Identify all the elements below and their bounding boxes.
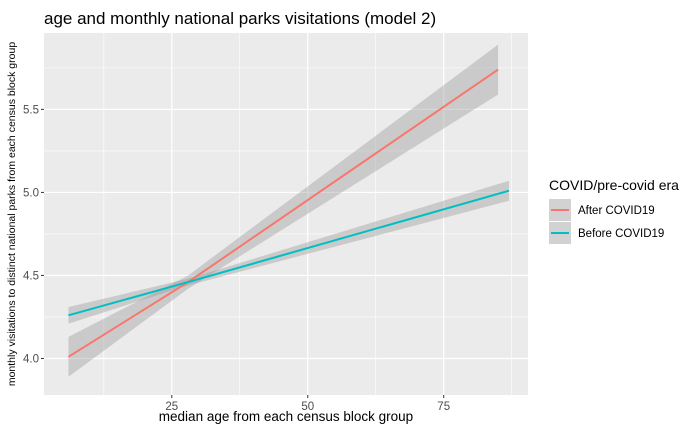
x-axis-title: median age from each census block group [159, 409, 413, 424]
series-line [68, 189, 510, 317]
legend: COVID/pre-covid era After COVID19 Before … [549, 177, 679, 244]
legend-label: Before COVID19 [578, 228, 664, 240]
chart-title: age and monthly national parks visitatio… [44, 9, 436, 28]
x-tick-label: 50 [301, 401, 314, 413]
confidence-ribbon [68, 44, 499, 377]
y-tick-label: 4.5 [23, 270, 39, 282]
x-tick-label: 75 [437, 401, 450, 413]
x-tick-label: 25 [165, 401, 178, 413]
y-tick-label: 5.5 [23, 104, 39, 116]
y-axis-title: monthly visitations to distinct national… [6, 42, 18, 386]
series-lines [67, 68, 510, 358]
x-axis-ticks: 25 50 75 [165, 395, 450, 413]
y-axis-ticks: 4.0 4.5 5.0 5.5 [23, 104, 44, 365]
legend-label: After COVID19 [578, 205, 655, 217]
y-tick-label: 4.0 [23, 353, 39, 365]
legend-title: COVID/pre-covid era [549, 177, 679, 193]
minor-gridlines [44, 33, 528, 395]
y-tick-label: 5.0 [23, 187, 39, 199]
major-gridlines [44, 33, 528, 395]
legend-items: After COVID19 Before COVID19 [549, 199, 664, 244]
